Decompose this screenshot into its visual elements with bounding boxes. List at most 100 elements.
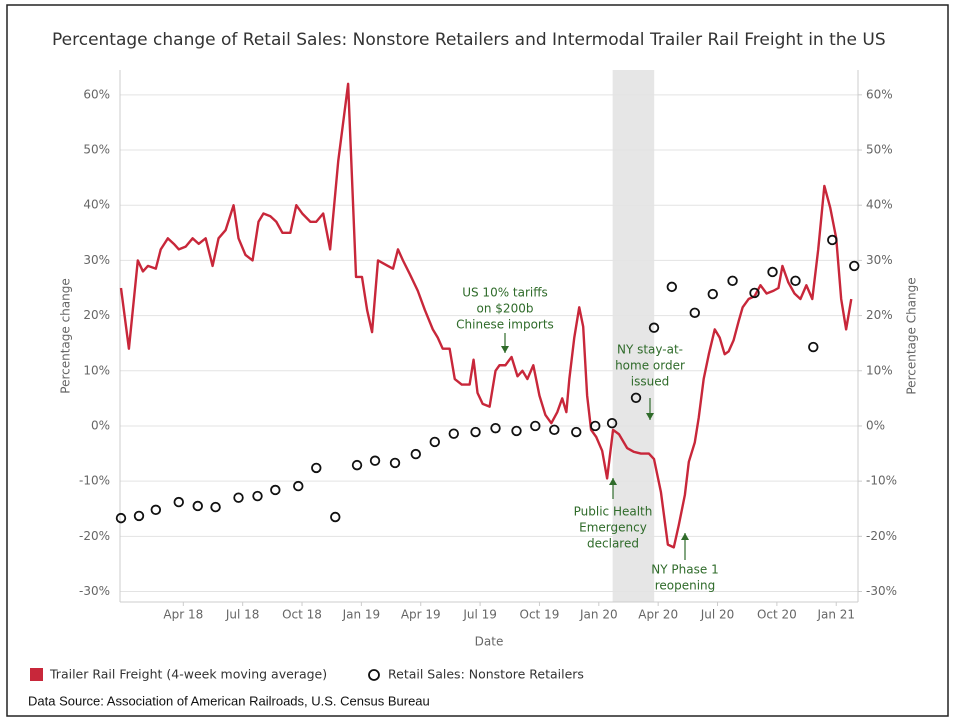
y2-tick-label: -20% — [866, 529, 897, 543]
x-tick-label: Jul 19 — [462, 608, 497, 622]
scatter-point — [351, 459, 363, 471]
scatter-point — [210, 501, 221, 513]
annotation-arrowhead — [646, 413, 654, 420]
x-tick-label: Oct 20 — [757, 608, 797, 622]
x-tick-label: Jan 19 — [342, 608, 381, 622]
y2-tick-label: 50% — [866, 143, 893, 157]
legend-swatch — [368, 669, 380, 681]
scatter-point — [252, 490, 263, 502]
x-tick-label: Jul 20 — [700, 608, 735, 622]
scatter-point — [490, 422, 501, 434]
y-tick-label: 40% — [83, 198, 110, 212]
annotation-arrowhead — [501, 346, 509, 353]
scatter-point — [369, 455, 381, 466]
scatter-point — [749, 287, 760, 299]
scatter-point — [849, 260, 860, 272]
annotation-text: NY Phase 1 — [651, 563, 718, 577]
scatter-point — [827, 234, 838, 246]
x-tick-label: Apr 19 — [401, 608, 441, 622]
scatter-point — [511, 425, 522, 437]
annotation-text: home order — [615, 359, 685, 373]
y2-tick-label: 0% — [866, 418, 885, 432]
y-tick-label: 50% — [83, 143, 110, 157]
scatter-point — [648, 322, 660, 333]
scatter-point — [448, 428, 459, 439]
scatter-point — [790, 275, 801, 287]
scatter-point — [133, 510, 145, 522]
x-tick-label: Oct 19 — [520, 608, 560, 622]
y2-tick-label: -30% — [866, 584, 897, 598]
legend-swatch — [30, 668, 43, 681]
scatter-point — [410, 448, 421, 460]
scatter-point — [115, 512, 127, 524]
x-axis-label: Date — [475, 635, 504, 649]
annotation-text: Chinese imports — [456, 318, 554, 332]
annotation-text: Public Health — [574, 505, 653, 519]
y2-tick-label: 60% — [866, 87, 893, 101]
scatter-point — [549, 424, 560, 436]
y-tick-label: 60% — [83, 87, 110, 101]
scatter-point — [808, 341, 819, 353]
annotation-text: US 10% tariffs — [462, 286, 548, 300]
scatter-point — [689, 307, 700, 319]
annotation-text: issued — [631, 375, 669, 389]
scatter-point — [590, 420, 601, 432]
scatter-point — [192, 500, 203, 512]
scatter-point — [571, 426, 582, 438]
legend-label: Retail Sales: Nonstore Retailers — [388, 667, 584, 682]
scatter-point — [666, 281, 678, 293]
y-tick-label: 20% — [83, 308, 110, 322]
scatter-point — [707, 288, 718, 300]
scatter-point — [530, 420, 541, 432]
scatter-point — [270, 484, 281, 496]
scatter-point — [606, 417, 618, 429]
source-note: Data Source: Association of American Rai… — [28, 693, 430, 708]
annotation-text: reopening — [655, 579, 716, 593]
chart-title: Percentage change of Retail Sales: Nonst… — [52, 30, 886, 50]
scatter-point — [233, 492, 244, 503]
annotation-text: on $200b — [477, 302, 534, 316]
annotation-text: NY stay-at- — [617, 343, 683, 357]
y-tick-label: 10% — [83, 363, 110, 377]
scatter-point — [470, 426, 481, 438]
y-tick-label: -20% — [79, 529, 110, 543]
scatter-point — [150, 504, 162, 516]
scatter-point — [293, 480, 304, 492]
x-tick-label: Oct 18 — [282, 608, 322, 622]
line-series — [119, 82, 853, 549]
frame — [6, 4, 949, 717]
scatter-point — [173, 496, 184, 508]
x-tick-label: Jan 20 — [579, 608, 618, 622]
y2-tick-label: 10% — [866, 363, 893, 377]
y2-tick-label: 40% — [866, 198, 893, 212]
y2-axis-label: Percentage Change — [905, 277, 919, 394]
x-tick-label: Apr 18 — [163, 608, 203, 622]
scatter-point — [767, 266, 778, 278]
highlight-band — [612, 70, 655, 602]
x-tick-label: Jul 18 — [225, 608, 260, 622]
y-tick-label: -10% — [79, 474, 110, 488]
y-tick-label: -30% — [79, 584, 110, 598]
annotation-text: declared — [587, 537, 639, 551]
y2-tick-label: -10% — [866, 474, 897, 488]
x-tick-label: Apr 20 — [638, 608, 678, 622]
legend-label: Trailer Rail Freight (4-week moving aver… — [49, 667, 327, 682]
legend-item: Trailer Rail Freight (4-week moving aver… — [30, 667, 327, 682]
y-tick-label: 0% — [91, 418, 110, 432]
x-tick-label: Jan 21 — [816, 608, 855, 622]
scatter-point — [311, 462, 322, 474]
annotation-arrowhead — [681, 533, 689, 540]
y2-tick-label: 30% — [866, 253, 893, 267]
scatter-point — [429, 436, 440, 448]
y-axis-label: Percentage change — [59, 278, 73, 393]
y2-tick-label: 20% — [866, 308, 893, 322]
y-tick-label: 30% — [83, 253, 110, 267]
scatter-point — [630, 392, 642, 404]
scatter-point — [389, 457, 401, 469]
scatter-point — [727, 275, 738, 287]
annotation-arrowhead — [609, 478, 617, 485]
scatter-point — [330, 511, 341, 523]
annotation-text: Emergency — [579, 521, 647, 535]
legend-item: Retail Sales: Nonstore Retailers — [368, 667, 584, 682]
